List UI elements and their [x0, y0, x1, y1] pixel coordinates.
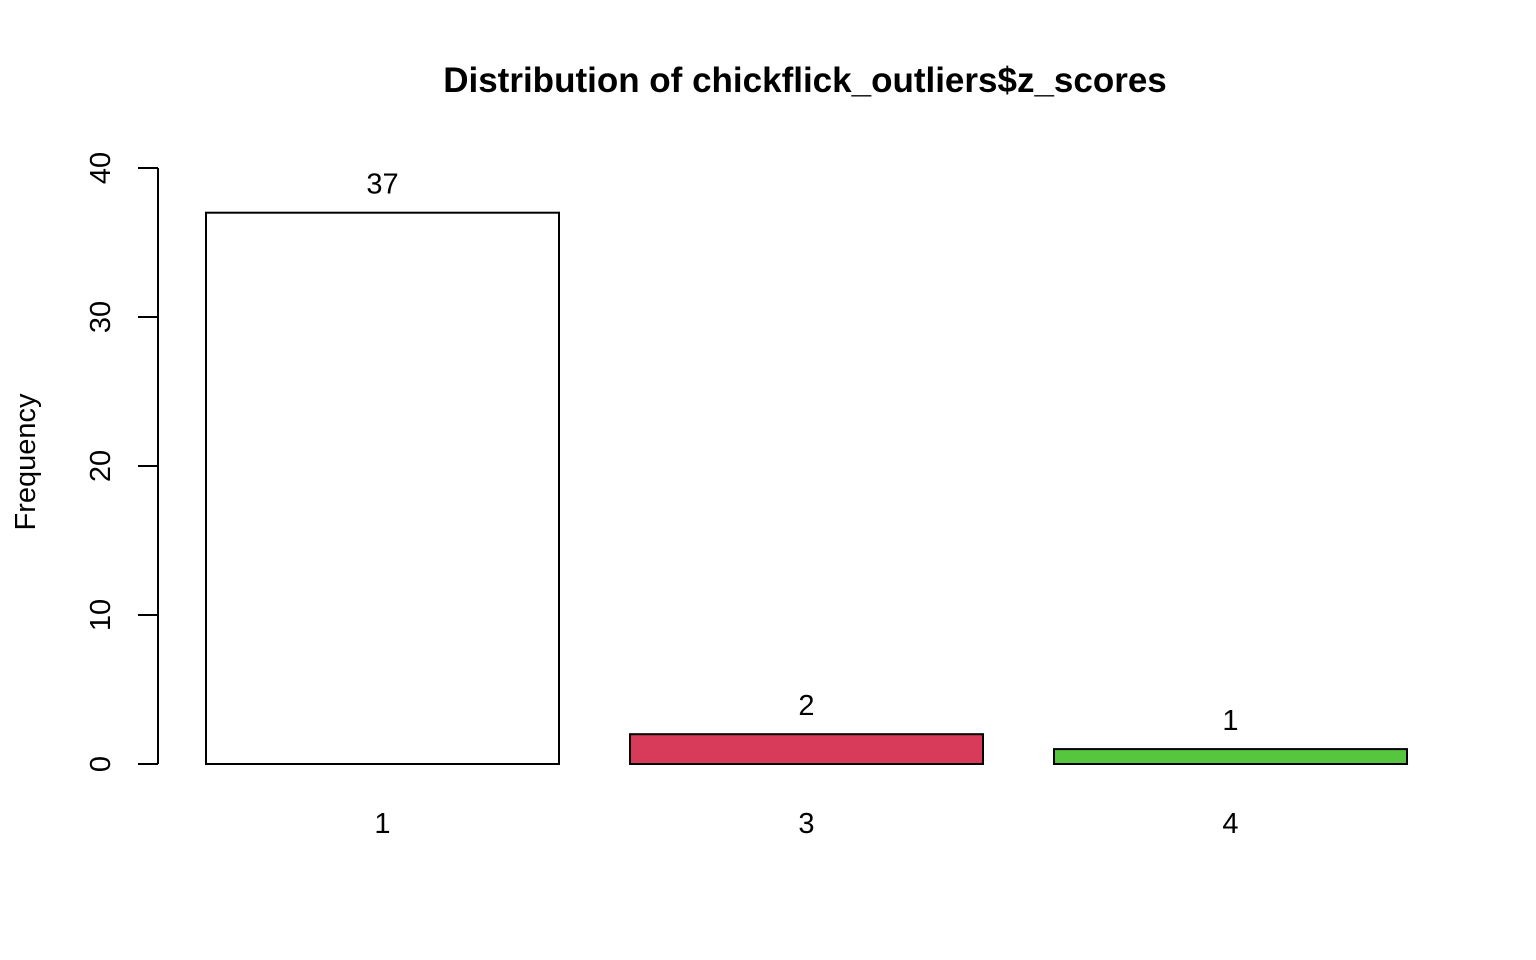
x-tick-labels: 1 3 4	[374, 808, 1238, 840]
bar-value-label: 2	[798, 690, 814, 722]
y-axis-label: Frequency	[10, 393, 42, 531]
y-tick-label: 0	[85, 756, 117, 772]
x-tick-label: 4	[1222, 808, 1238, 840]
bar-value-label: 37	[366, 169, 398, 201]
x-tick-label: 3	[798, 808, 814, 840]
bars	[205, 211, 1408, 766]
bar-4	[1053, 748, 1408, 765]
bar-3	[629, 733, 984, 766]
bar-1	[205, 211, 560, 765]
y-tick-label: 30	[85, 301, 117, 333]
bar-value-label: 1	[1222, 705, 1238, 737]
y-tick-label: 10	[85, 599, 117, 631]
value-labels: 37 2 1	[366, 169, 1238, 737]
y-tick-label: 20	[85, 450, 117, 482]
y-axis: 0 10 20 30 40	[85, 152, 159, 772]
y-tick-label: 40	[85, 152, 117, 184]
chart-title: Distribution of chickflick_outliers$z_sc…	[443, 61, 1167, 100]
x-tick-label: 1	[374, 808, 390, 840]
